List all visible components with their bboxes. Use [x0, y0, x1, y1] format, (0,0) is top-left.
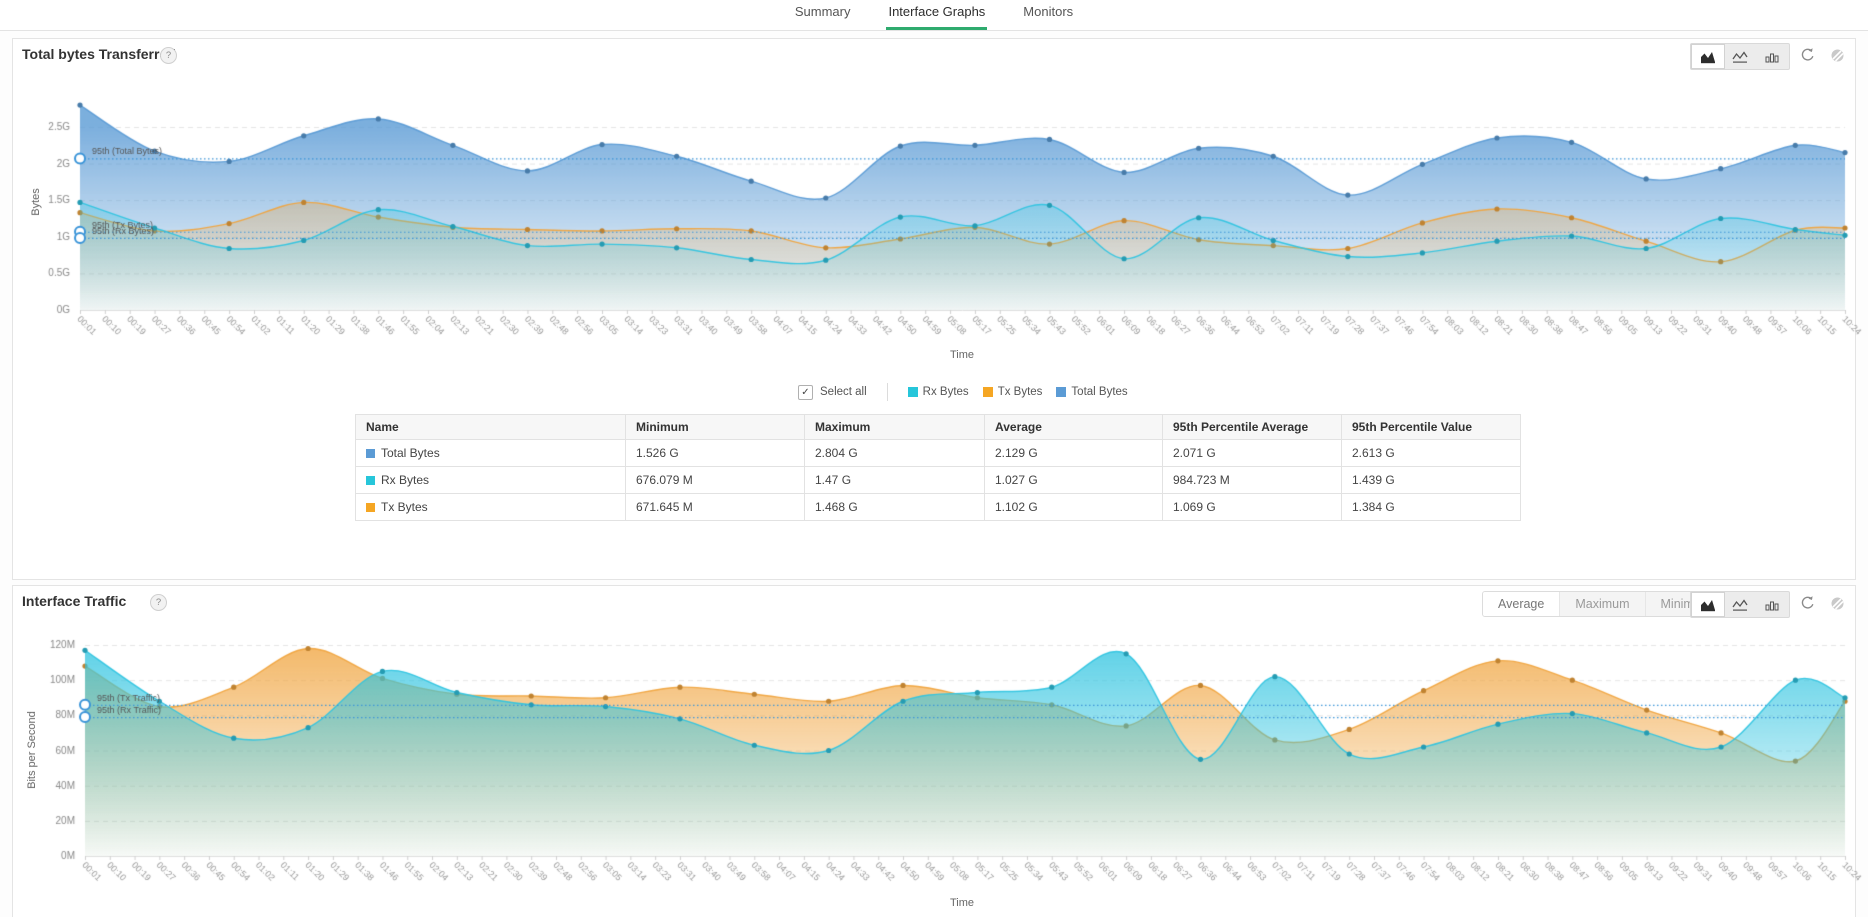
aggregation-switch: Average Maximum Minimum	[1482, 591, 1728, 617]
panel2-circle-slash-icon[interactable]	[1828, 594, 1846, 612]
tab-interface-graphs[interactable]: Interface Graphs	[886, 0, 988, 30]
legend-item-total-bytes[interactable]: Total Bytes	[1056, 386, 1128, 398]
panel2-title: Interface Traffic	[22, 593, 127, 609]
line-chart-icon[interactable]	[1724, 593, 1756, 616]
cell-minimum: 671.645 M	[625, 493, 805, 521]
panel1-circle-slash-icon[interactable]	[1828, 46, 1846, 64]
cell-minimum: 676.079 M	[625, 466, 805, 494]
legend-item-rx-bytes[interactable]: Rx Bytes	[907, 386, 969, 398]
cell-maximum: 2.804 G	[804, 439, 985, 467]
table-row: Tx Bytes 671.645 M 1.468 G 1.102 G 1.069…	[355, 493, 1521, 521]
rx-bytes-swatch	[907, 387, 918, 397]
cell-95th-average: 1.069 G	[1162, 493, 1342, 521]
cell-average: 2.129 G	[984, 439, 1163, 467]
panel2-help-icon[interactable]: ?	[150, 594, 167, 611]
legend-divider	[886, 383, 888, 401]
col-header-minimum[interactable]: Minimum	[625, 414, 805, 440]
interface-traffic-chart-canvas[interactable]	[0, 636, 1868, 908]
tx-bytes-swatch	[366, 502, 375, 512]
cell-average: 1.102 G	[984, 493, 1163, 521]
panel2-refresh-icon[interactable]	[1798, 594, 1816, 612]
col-header-name[interactable]: Name	[355, 414, 626, 440]
table-row: Total Bytes 1.526 G 2.804 G 2.129 G 2.07…	[355, 439, 1521, 467]
chart2-x-axis-title: Time	[949, 897, 975, 909]
legend-item-label: Tx Bytes	[997, 386, 1043, 398]
chart1-legend: ✓ Select all Rx Bytes Tx Bytes Total Byt…	[798, 383, 1128, 401]
cell-95th-average: 2.071 G	[1162, 439, 1342, 467]
cell-95th-value: 1.384 G	[1341, 493, 1521, 521]
chart2-y-axis-title: Bits per Second	[26, 711, 38, 789]
cell-minimum: 1.526 G	[625, 439, 805, 467]
bar-chart-icon[interactable]	[1756, 45, 1788, 68]
cell-95th-average: 984.723 M	[1162, 466, 1342, 494]
rx-bytes-swatch	[366, 475, 375, 485]
maximum-button[interactable]: Maximum	[1560, 592, 1646, 616]
row-name: Tx Bytes	[381, 500, 428, 514]
statistics-table: Name Minimum Maximum Average 95th Percen…	[355, 414, 1521, 521]
col-header-average[interactable]: Average	[984, 414, 1163, 440]
panel2-chart-type-switch	[1690, 591, 1790, 618]
col-header-maximum[interactable]: Maximum	[804, 414, 985, 440]
panel1-chart-type-switch	[1690, 43, 1790, 70]
cell-average: 1.027 G	[984, 466, 1163, 494]
total-bytes-chart-canvas[interactable]	[0, 78, 1868, 370]
bar-chart-icon[interactable]	[1756, 593, 1788, 616]
legend-item-label: Rx Bytes	[922, 386, 969, 398]
table-header-row: Name Minimum Maximum Average 95th Percen…	[355, 414, 1521, 440]
panel1-refresh-icon[interactable]	[1798, 46, 1816, 64]
total-bytes-swatch	[1056, 387, 1067, 397]
table-row: Rx Bytes 676.079 M 1.47 G 1.027 G 984.72…	[355, 466, 1521, 494]
cell-maximum: 1.47 G	[804, 466, 985, 494]
tab-bar: Summary Interface Graphs Monitors	[0, 0, 1868, 31]
total-bytes-swatch	[366, 448, 375, 458]
area-chart-icon[interactable]	[1692, 593, 1724, 616]
tx-bytes-swatch	[982, 387, 993, 397]
row-name: Rx Bytes	[381, 473, 430, 487]
line-chart-icon[interactable]	[1724, 45, 1756, 68]
chart1-y-axis-title: Bytes	[30, 188, 42, 216]
cell-95th-value: 2.613 G	[1341, 439, 1521, 467]
col-header-95th-val[interactable]: 95th Percentile Value	[1341, 414, 1521, 440]
legend-item-tx-bytes[interactable]: Tx Bytes	[982, 386, 1043, 398]
panel1-title: Total bytes Transferred	[22, 46, 176, 62]
select-all-label: Select all	[820, 386, 867, 398]
panel1-help-icon[interactable]: ?	[160, 47, 177, 64]
select-all-checkbox[interactable]: ✓	[798, 384, 813, 400]
cell-95th-value: 1.439 G	[1341, 466, 1521, 494]
row-name: Total Bytes	[381, 446, 440, 460]
tab-summary[interactable]: Summary	[794, 4, 851, 19]
cell-maximum: 1.468 G	[804, 493, 985, 521]
chart1-x-axis-title: Time	[949, 349, 975, 361]
tab-monitors[interactable]: Monitors	[1023, 4, 1074, 19]
average-button[interactable]: Average	[1483, 592, 1561, 616]
legend-item-label: Total Bytes	[1071, 386, 1128, 398]
col-header-95th-avg[interactable]: 95th Percentile Average	[1162, 414, 1342, 440]
area-chart-icon[interactable]	[1692, 45, 1724, 68]
